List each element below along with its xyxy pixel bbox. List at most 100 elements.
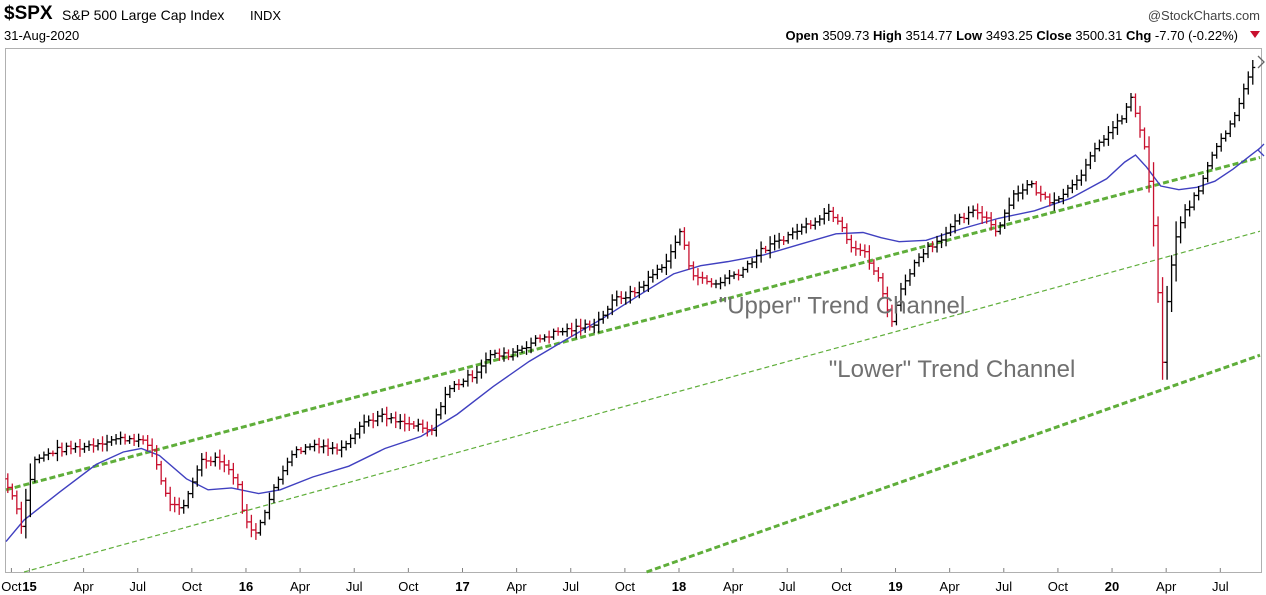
x-tick-label: Oct: [1048, 579, 1069, 594]
ohlc-bar: [72, 442, 78, 453]
ohlc-bar: [722, 274, 728, 287]
ohlc-bar: [749, 257, 755, 268]
ohlc-bar: [794, 223, 800, 240]
x-tick-label: 18: [672, 579, 686, 594]
ohlc-bar: [1078, 169, 1084, 186]
ohlc-bar: [785, 231, 791, 244]
ohlc-bar: [551, 328, 557, 340]
ohlc-bar: [560, 327, 566, 336]
ohlc-bar: [966, 206, 972, 225]
open-value: 3509.73: [822, 28, 870, 43]
ohlc-bar: [1146, 136, 1152, 193]
ohlc-bar: [199, 453, 205, 477]
ohlc-bar: [668, 244, 674, 269]
ohlc-bar: [429, 424, 435, 436]
ohlc-bar: [18, 501, 24, 534]
ohlc-bar: [875, 267, 881, 282]
ohlc-bar: [618, 291, 624, 305]
close-label: Close: [1036, 28, 1072, 43]
ohlc-bar: [997, 222, 1003, 235]
ohlc-bar: [1029, 180, 1035, 188]
ohlc-bar: [433, 408, 439, 437]
ohlc-bar: [109, 436, 115, 446]
ohlc-bar: [203, 451, 209, 469]
ohlc-bar: [663, 253, 669, 276]
ohlc-bar: [118, 431, 124, 445]
ohlc-bar: [546, 330, 552, 344]
ohlc-bar: [334, 443, 340, 455]
ohlc-bar: [370, 412, 376, 429]
ohlc-bar: [442, 386, 448, 415]
ohlc-bar: [1092, 142, 1098, 162]
ohlc-bar: [212, 452, 218, 467]
ohlc-bar: [307, 443, 313, 451]
ohlc-bar: [32, 456, 38, 483]
chart-date: 31-Aug-2020: [4, 28, 80, 43]
ohlc-bar: [456, 379, 462, 390]
ohlc-bar: [564, 323, 570, 337]
ohlc-bar: [1178, 216, 1184, 244]
ohlc-bar: [731, 271, 737, 280]
ohlc-bar: [163, 477, 169, 497]
ohlc-bar: [979, 205, 985, 224]
ohlc-bar: [681, 227, 687, 250]
x-tick-label: Apr: [73, 579, 94, 594]
ohlc-bar: [614, 290, 620, 307]
ohlc-bar: [375, 410, 381, 427]
ohlc-bar: [474, 366, 480, 384]
high-value: 3514.77: [905, 28, 953, 43]
ohlc-bar: [808, 220, 814, 230]
ohlc-bar: [943, 226, 949, 247]
x-tick-label: Jul: [1212, 579, 1229, 594]
ohlc-bar: [86, 440, 92, 451]
ohlc-bar: [776, 232, 782, 249]
ohlc-bar: [654, 264, 660, 280]
ohlc-bar: [100, 436, 106, 452]
ohlc-bar: [1232, 112, 1238, 128]
ohlc-bar: [686, 241, 692, 270]
ohlc-bar: [961, 212, 967, 224]
ohlc-bar: [1042, 191, 1048, 200]
ohlc-bar: [916, 253, 922, 267]
ohlc-bar: [1182, 204, 1188, 229]
ohlc-bar: [68, 440, 74, 455]
x-tick-label: 20: [1105, 579, 1119, 594]
x-tick-label: Apr: [1156, 579, 1177, 594]
ohlc-bar: [907, 268, 913, 286]
ohlc-bar: [492, 349, 498, 359]
ohlc-bar: [266, 492, 272, 520]
x-tick-label: Oct: [182, 579, 203, 594]
ohlc-bar: [59, 442, 65, 457]
ohlc-bar: [1245, 71, 1251, 95]
ohlc-bar: [970, 205, 976, 218]
stockcharts-credit[interactable]: @StockCharts.com: [1147, 8, 1260, 23]
ohlc-bar: [388, 413, 394, 424]
ohlc-bar: [1038, 185, 1044, 202]
ohlc-bar: [582, 319, 588, 333]
ohlc-bar: [1191, 192, 1197, 211]
ohlc-bar: [384, 406, 390, 427]
ohlc-bar: [1065, 184, 1071, 198]
ohlc-bar: [659, 264, 665, 273]
ohlc-bar: [817, 215, 823, 226]
ohlc-bar: [591, 318, 597, 334]
x-tick-label: 15: [22, 579, 36, 594]
ohlc-bar: [1074, 175, 1080, 190]
ohlc-bar: [1128, 93, 1134, 112]
ohlc-bar: [235, 473, 241, 489]
x-tick-label: Apr: [940, 579, 961, 594]
ohlc-bar: [1114, 113, 1120, 135]
ohlc-bar: [185, 490, 191, 509]
ohlc-bar: [1133, 93, 1139, 118]
ohlc-bar: [1101, 134, 1107, 147]
ohlc-bar: [316, 437, 322, 454]
ohlc-bar: [699, 271, 705, 284]
ohlc-bar: [303, 444, 309, 455]
ohlc-bar: [253, 523, 259, 540]
ohlc-bar: [1123, 102, 1129, 123]
ma-marker-icon: [1257, 143, 1265, 157]
ohlc-bar: [754, 249, 760, 269]
trend-line-lower: [646, 353, 1261, 574]
ohlc-bars: [5, 59, 1256, 540]
